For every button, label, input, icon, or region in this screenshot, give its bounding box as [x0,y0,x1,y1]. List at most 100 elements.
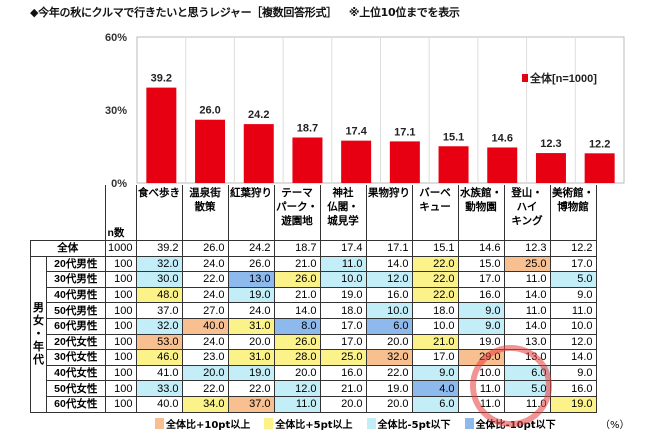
value-cell: 25.0 [319,349,367,366]
title-text: ◆今年の秋にクルマで行きたいと思うレジャー［複数回答形式］ [30,6,337,19]
data-label: 17.4 [345,126,367,138]
legend-label: 全体比+5pt以上 [275,420,353,431]
table-row: 男女・年代 20代男性 100 32.0 24.0 26.0 21.0 11.0 14.0 22.… [30,255,597,413]
table-row: 60代女性 100 40.0 34.0 37.0 11.0 20.0 20.0 6.0 11.0 1… [31,395,597,413]
value-cell: 19.0 [227,364,275,382]
value-cell: 5.0 [549,271,597,288]
value-cell: 17.1 [365,240,413,257]
value-cell: 20.0 [181,364,229,382]
value-cell: 21.0 [319,380,367,397]
value-cell: 17.0 [411,349,459,366]
value-cell: 26.0 [273,333,321,351]
value-cell: 13.0 [503,349,551,366]
value-cell: 28.0 [273,349,321,366]
column-header: テーマ パーク・ 遊園地 [273,185,321,241]
table-row: 50代男性 100 37.0 27.0 24.0 14.0 18.0 10.0 18.0 9.0 1… [31,302,597,319]
bar [535,153,566,183]
data-label: 14.6 [492,132,513,144]
value-cell: 18.7 [273,240,321,257]
row-label: 60代男性 [46,317,106,335]
value-cell: 22.0 [411,255,459,273]
value-cell: 24.0 [181,255,229,273]
value-cell: 16.0 [549,380,597,397]
value-cell: 16.0 [365,286,413,304]
bar [146,87,177,183]
data-label: 12.3 [540,138,561,150]
legend-label: 全体比-10pt以下 [475,420,556,431]
legend-label: 全体[n=1000] [529,71,597,85]
row-label: 50代男性 [46,302,106,319]
value-cell: 12.0 [549,333,597,351]
n-cell: 100 [104,349,137,366]
column-header: 紅葉狩り [227,185,275,241]
value-cell: 19.0 [365,380,413,397]
bar [438,146,469,183]
bar [487,147,518,183]
value-cell: 11.0 [457,395,505,413]
value-cell: 20.0 [365,395,413,413]
value-cell: 17.0 [457,271,505,288]
value-cell: 37.0 [135,302,183,319]
legend-swatch [155,418,164,429]
row-label: 20代女性 [46,333,106,351]
value-cell: 19.0 [227,286,275,304]
bar [584,153,615,183]
n-cell: 100 [104,255,137,273]
value-cell: 33.0 [135,380,183,397]
value-cell: 13.0 [227,271,275,288]
value-cell: 9.0 [457,317,505,335]
data-label: 24.2 [248,109,269,121]
table-row: 40代男性 100 48.0 24.0 19.0 21.0 19.0 16.0 22.0 16.0… [31,286,597,304]
table-row: 40代女性 100 41.0 20.0 19.0 20.0 16.0 22.0 9.0 10.0 6… [31,364,597,382]
y-tick-label: 30% [105,105,127,117]
value-cell: 9.0 [411,364,459,382]
n-cell: 100 [104,333,137,351]
value-cell: 11.0 [503,271,551,288]
legend-item: 全体比-5pt以下 [366,418,451,431]
value-cell: 10.0 [365,302,413,319]
value-cell: 30.0 [135,271,183,288]
value-cell: 23.0 [181,349,229,366]
value-cell: 20.0 [227,333,275,351]
value-cell: 48.0 [135,286,183,304]
row-label: 30代男性 [46,271,106,288]
value-cell: 11.0 [273,395,321,413]
unit-label: （%） [600,420,630,431]
value-cell: 41.0 [135,364,183,382]
value-cell: 12.3 [503,240,551,257]
row-label: 60代女性 [46,395,106,413]
value-cell: 11.0 [503,395,551,413]
data-label: 17.1 [394,126,415,138]
header-blank [30,185,106,241]
value-cell: 17.4 [319,240,367,257]
value-cell: 11.0 [457,380,505,397]
data-label: 18.7 [297,122,318,134]
data-label: 12.2 [589,138,610,150]
value-cell: 19.0 [319,286,367,304]
value-cell: 22.0 [411,286,459,304]
table-row-total: 全体 1000 39.2 26.0 24.2 18.7 17.4 17.1 15.1 14.6 12… [30,240,597,257]
value-cell: 17.0 [549,255,597,273]
n-cell: 100 [104,395,137,413]
row-label: 20代男性 [46,255,106,273]
value-cell: 9.0 [549,286,597,304]
legend-swatch [464,418,474,429]
value-cell: 14.6 [457,240,505,257]
value-cell: 8.0 [273,317,321,335]
value-cell: 13.0 [503,333,551,351]
value-cell: 20.0 [319,395,367,413]
value-cell: 24.0 [181,286,229,304]
row-label: 40代男性 [46,286,106,304]
n-cell: 100 [104,317,137,335]
value-cell: 11.0 [549,302,597,319]
value-cell: 12.0 [365,271,413,288]
value-cell: 22.0 [365,364,413,382]
figure-title: ◆今年の秋にクルマで行きたいと思うレジャー［複数回答形式］ ※上位10位までを表示 [30,4,460,20]
value-cell: 11.0 [319,255,367,273]
value-cell: 12.0 [273,380,321,397]
n-cell: 100 [104,286,137,304]
value-cell: 24.0 [181,333,229,351]
legend-swatch [522,74,528,82]
value-cell: 5.0 [503,380,551,397]
